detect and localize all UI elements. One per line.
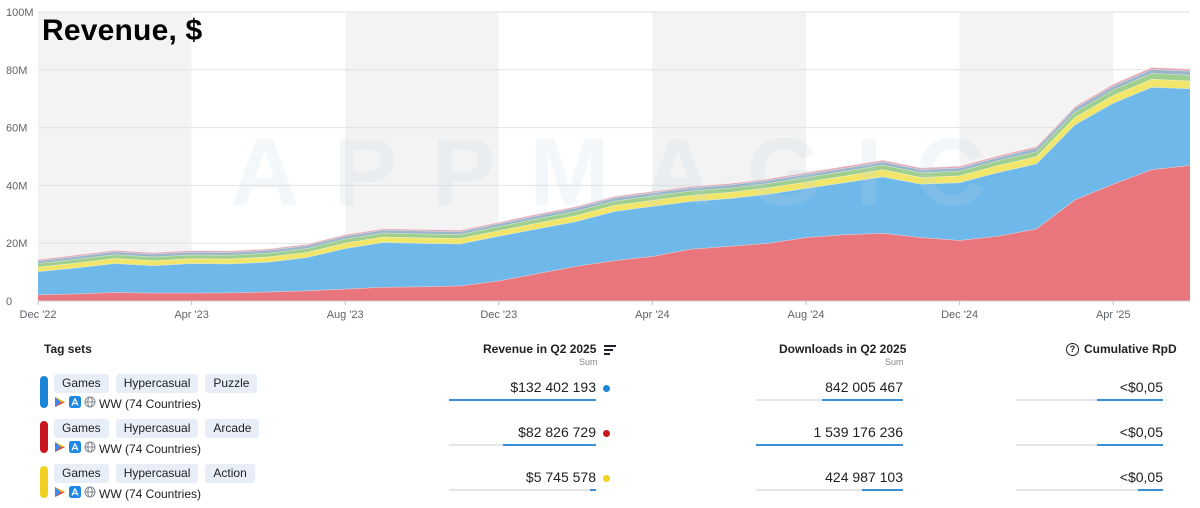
downloads-value: 1 539 176 236 <box>813 424 903 440</box>
rpd-bar-fill <box>1096 399 1163 401</box>
rpd-bar-track <box>1016 489 1163 491</box>
x-tick-label: Aug '24 <box>788 309 825 321</box>
row-color-bar <box>40 421 48 453</box>
google-play-icon <box>54 396 66 411</box>
tag-list: Games Hypercasual Puzzle <box>54 374 258 393</box>
store-list: WW (74 Countries) <box>54 441 201 456</box>
row-color-bar <box>40 376 48 408</box>
header-revenue-sub: Sum <box>579 357 598 367</box>
header-rpd-label: Cumulative RpD <box>1084 342 1177 356</box>
x-tick-label: Dec '23 <box>480 309 517 321</box>
x-tick-label: Apr '23 <box>174 309 209 321</box>
app-store-icon <box>69 396 81 411</box>
tag-list: Games Hypercasual Arcade <box>54 419 260 438</box>
downloads-value: 842 005 467 <box>825 379 903 395</box>
x-tick-label: Dec '22 <box>20 309 57 321</box>
revenue-value: $132 402 193 <box>510 379 596 395</box>
series-color-dot <box>603 430 610 437</box>
sort-icon[interactable] <box>603 344 616 355</box>
rpd-value: <$0,05 <box>1119 424 1163 440</box>
revenue-bar-fill <box>590 489 596 491</box>
rpd-value: <$0,05 <box>1119 469 1163 485</box>
header-revenue-label: Revenue in Q2 2025 <box>483 342 597 356</box>
tag-sets-table: Tag sets Revenue in Q2 2025 Sum Download… <box>0 330 1200 506</box>
series-area-0 <box>38 165 1190 301</box>
region-label: WW (74 Countries) <box>99 396 202 411</box>
table-row[interactable]: Games Hypercasual Puzzle WW (74 Countries) $… <box>0 374 1200 418</box>
globe-icon <box>84 396 96 411</box>
tag-chip[interactable]: Puzzle <box>205 374 258 393</box>
chart-title: Revenue, $ <box>42 14 203 47</box>
store-list: WW (74 Countries) <box>54 396 201 411</box>
series-line-5 <box>37 66 1191 260</box>
app-store-icon <box>69 441 81 456</box>
x-tick-label: Dec '24 <box>941 309 978 321</box>
google-play-icon <box>54 441 66 456</box>
revenue-value: $82 826 729 <box>518 424 596 440</box>
region-label: WW (74 Countries) <box>99 441 202 456</box>
y-tick-label: 100M <box>6 7 34 19</box>
header-revenue[interactable]: Revenue in Q2 2025 <box>483 342 616 356</box>
y-tick-label: 0 <box>6 296 12 308</box>
revenue-value: $5 745 578 <box>525 469 596 485</box>
revenue-chart: 0 20M 40M 60M 80M 100M Dec '22 Apr '23 Aug '23 De… <box>6 7 1191 321</box>
y-tick-label: 80M <box>6 65 27 77</box>
y-tick-label: 20M <box>6 238 27 250</box>
rpd-bar-fill <box>1138 489 1163 491</box>
tag-list: Games Hypercasual Action <box>54 464 255 483</box>
row-color-bar <box>40 466 48 498</box>
header-rpd[interactable]: ? Cumulative RpD <box>1066 342 1177 357</box>
header-downloads[interactable]: Downloads in Q2 2025 <box>779 342 907 356</box>
tag-chip[interactable]: Games <box>54 419 109 438</box>
app-store-icon <box>69 486 81 501</box>
tag-chip[interactable]: Hypercasual <box>115 464 199 483</box>
google-play-icon <box>54 486 66 501</box>
tag-chip[interactable]: Action <box>205 464 255 483</box>
rpd-bar-track <box>1016 399 1163 401</box>
help-icon[interactable]: ? <box>1066 343 1079 357</box>
tag-chip[interactable]: Hypercasual <box>115 419 199 438</box>
tag-chip[interactable]: Arcade <box>205 419 260 438</box>
table-row[interactable]: Games Hypercasual Arcade WW (74 Countries) $… <box>0 419 1200 463</box>
revenue-bar-fill <box>449 399 596 401</box>
tag-chip[interactable]: Hypercasual <box>115 374 199 393</box>
y-tick-label: 40M <box>6 180 27 192</box>
x-tick-label: Aug '23 <box>327 309 364 321</box>
header-downloads-sub: Sum <box>885 357 904 367</box>
store-list: WW (74 Countries) <box>54 486 201 501</box>
series-area-1 <box>38 87 1190 295</box>
series-color-dot <box>603 475 610 482</box>
chart-canvas: 0 20M 40M 60M 80M 100M Dec '22 Apr '23 Aug '23 De… <box>6 7 1191 321</box>
table-row[interactable]: Games Hypercasual Action WW (74 Countries) $… <box>0 464 1200 508</box>
globe-icon <box>84 441 96 456</box>
watermark: APPMAGIC <box>230 119 1020 226</box>
revenue-bar-fill <box>503 444 596 446</box>
downloads-value: 424 987 103 <box>825 469 903 485</box>
downloads-bar-fill <box>756 444 903 446</box>
x-tick-label: Apr '24 <box>635 309 670 321</box>
rpd-bar-fill <box>1096 444 1163 446</box>
rpd-bar-track <box>1016 444 1163 446</box>
tag-chip[interactable]: Games <box>54 464 109 483</box>
y-tick-label: 60M <box>6 123 27 135</box>
globe-icon <box>84 486 96 501</box>
tag-chip[interactable]: Games <box>54 374 109 393</box>
downloads-bar-track <box>756 489 903 491</box>
header-tag-sets: Tag sets <box>44 342 92 356</box>
rpd-value: <$0,05 <box>1119 379 1163 395</box>
x-tick-label: Apr '25 <box>1096 309 1131 321</box>
downloads-bar-fill <box>822 399 903 401</box>
series-color-dot <box>603 385 610 392</box>
downloads-bar-fill <box>861 489 903 491</box>
region-label: WW (74 Countries) <box>99 486 202 501</box>
revenue-bar-track <box>449 489 596 491</box>
